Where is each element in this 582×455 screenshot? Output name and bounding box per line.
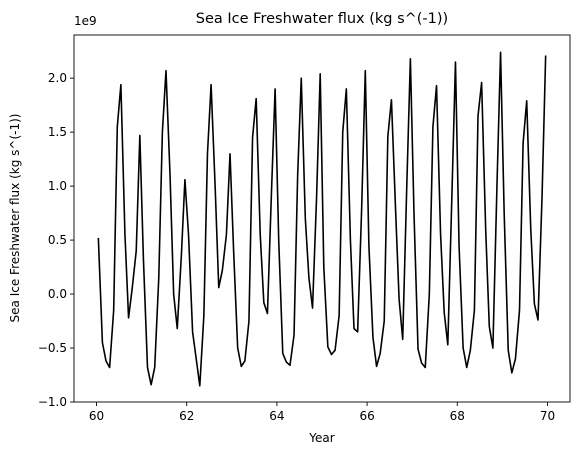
x-tick-label: 62 [179,409,194,423]
x-axis-ticks: 60 62 64 66 68 70 [89,402,555,423]
x-tick-label: 68 [450,409,465,423]
y-axis-offset-label: 1e9 [74,14,97,28]
y-axis-label: Sea Ice Freshwater flux (kg s^(-1)) [8,114,22,323]
x-tick-label: 66 [359,409,374,423]
y-tick-label: −0.5 [38,341,67,355]
plot-frame [73,34,571,403]
x-tick-label: 64 [269,409,284,423]
y-tick-label: 2.0 [48,71,67,85]
y-axis-ticks: −1.0 −0.5 0.0 0.5 1.0 1.5 2.0 [38,71,74,409]
y-tick-label: 1.5 [48,125,67,139]
y-tick-label: −1.0 [38,395,67,409]
x-tick-label: 70 [540,409,555,423]
series-line-0 [97,51,547,387]
y-tick-label: 0.5 [48,233,67,247]
y-tick-label: 1.0 [48,179,67,193]
x-tick-label: 60 [89,409,104,423]
chart-title: Sea Ice Freshwater flux (kg s^(-1)) [196,11,448,27]
series-layer [97,51,547,387]
x-axis-label: Year [308,431,334,445]
y-tick-label: 0.0 [48,287,67,301]
